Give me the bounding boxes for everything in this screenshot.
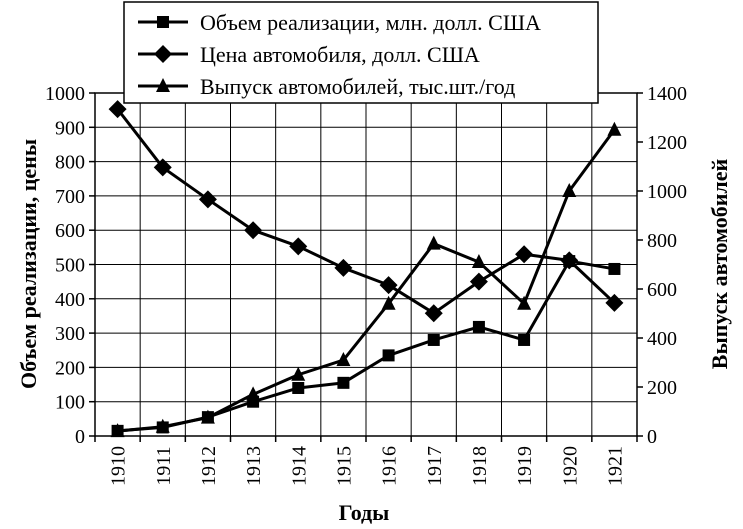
data-point-diamond <box>379 276 398 295</box>
x-tick-label: 1919 <box>514 446 536 486</box>
x-tick-label: 1921 <box>604 446 626 486</box>
data-point-square <box>247 395 260 408</box>
data-point-triangle <box>517 295 532 310</box>
x-tick-label: 1910 <box>108 446 130 486</box>
data-point-triangle <box>155 418 170 433</box>
data-point-diamond <box>108 100 127 119</box>
data-point-diamond <box>334 258 353 277</box>
data-point-diamond <box>560 251 579 270</box>
x-tick-label: 1920 <box>559 446 581 486</box>
y-tick-label: 700 <box>55 186 85 208</box>
y-tick-label: 400 <box>55 289 85 311</box>
y-tick-label: 300 <box>55 323 85 345</box>
y-axis-title: Объем реализации, цены <box>16 139 41 389</box>
data-point-square <box>157 16 169 28</box>
data-point-diamond <box>154 45 172 63</box>
y2-tick-label: 800 <box>647 230 677 252</box>
x-tick-label: 1916 <box>379 446 401 486</box>
gridlines <box>95 92 637 436</box>
x-tick-label: 1915 <box>333 446 355 486</box>
data-point-diamond <box>515 245 534 264</box>
data-point-triangle <box>291 366 306 381</box>
x-tick-label: 1911 <box>153 446 175 485</box>
series-triangle <box>110 121 622 438</box>
x-tick-label: 1913 <box>243 446 265 486</box>
data-point-diamond <box>289 237 308 256</box>
legend-label: Цена автомобиля, долл. США <box>200 42 480 67</box>
y2-tick-label: 400 <box>647 328 677 350</box>
legend-label: Объем реализации, млн. долл. США <box>200 10 541 35</box>
series-line <box>117 128 616 433</box>
y-tick-label: 900 <box>55 117 85 139</box>
x-tick-label: 1917 <box>424 446 446 486</box>
y2-axis-title: Выпуск автомобилей <box>707 158 732 369</box>
legend: Объем реализации, млн. долл. США Цена авт… <box>123 1 599 104</box>
data-point-triangle <box>607 121 622 136</box>
legend-item: Цена автомобиля, долл. США <box>138 42 480 67</box>
x-axis-title: Годы <box>339 500 390 525</box>
data-point-diamond <box>198 190 217 209</box>
y-tick-label: 100 <box>55 392 85 414</box>
data-point-diamond <box>244 221 263 240</box>
data-point-triangle <box>426 235 441 250</box>
data-point-square <box>427 333 440 346</box>
y2-tick-label: 600 <box>647 279 677 301</box>
data-point-square <box>337 376 350 389</box>
y-tick-label: 600 <box>55 220 85 242</box>
x-tick-label: 1918 <box>469 446 491 486</box>
data-point-triangle <box>336 352 351 367</box>
data-point-diamond <box>153 158 172 177</box>
data-point-triangle <box>562 183 577 197</box>
data-point-triangle <box>156 78 170 92</box>
y2-tick-label: 0 <box>647 426 657 448</box>
y2-tick-label: 200 <box>647 377 677 399</box>
data-point-triangle <box>381 295 396 310</box>
y2-tick-label: 1000 <box>647 181 687 203</box>
data-point-triangle <box>200 409 215 424</box>
data-point-diamond <box>469 272 488 291</box>
legend-label: Выпуск автомобилей, тыс.шт./год <box>200 74 515 99</box>
data-point-triangle <box>110 423 125 438</box>
legend-box <box>123 1 599 104</box>
y-tick-label: 0 <box>75 426 85 448</box>
data-point-square <box>608 262 621 275</box>
y2-tick-label: 1200 <box>647 132 687 154</box>
series-layer <box>108 100 624 438</box>
y-tick-label: 500 <box>55 255 85 277</box>
y-tick-label: 1000 <box>45 83 85 105</box>
y-tick-label: 800 <box>55 152 85 174</box>
data-point-square <box>292 381 305 394</box>
y-tick-label: 200 <box>55 357 85 379</box>
x-tick-label: 1912 <box>198 446 220 486</box>
data-point-square <box>518 333 531 346</box>
x-tick-label: 1914 <box>288 446 310 486</box>
data-point-triangle <box>246 386 261 401</box>
series-diamond <box>108 100 624 323</box>
legend-item: Объем реализации, млн. долл. США <box>138 10 541 35</box>
data-point-square <box>382 349 395 362</box>
data-point-triangle <box>471 254 486 269</box>
data-point-diamond <box>605 293 624 312</box>
data-point-square <box>472 320 485 333</box>
legend-item: Выпуск автомобилей, тыс.шт./год <box>138 74 515 99</box>
y2-tick-label: 1400 <box>647 83 687 105</box>
data-point-diamond <box>424 304 443 323</box>
